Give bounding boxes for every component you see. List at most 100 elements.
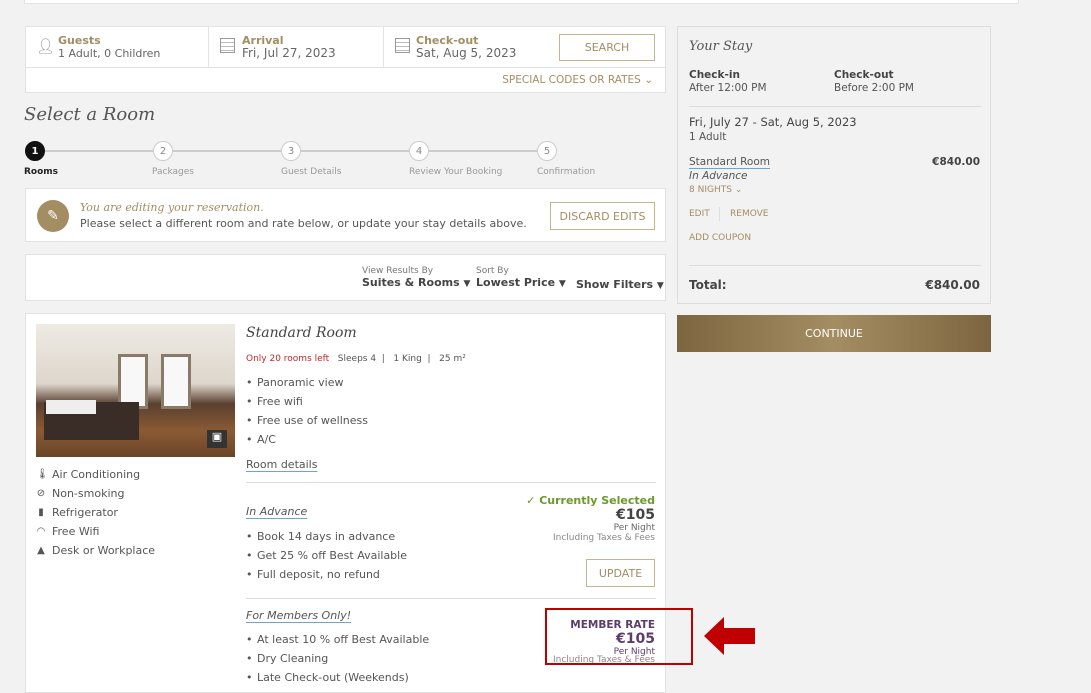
sort-by-value: Lowest Price [476, 276, 556, 289]
incl-taxes: Including Taxes & Fees [553, 655, 655, 665]
checkout-label: Check-out [416, 34, 479, 47]
amenity-item: 🌡︎ Air Conditioning [36, 465, 155, 484]
feature-item: Panoramic view [246, 373, 368, 392]
room-meta: Only 20 rooms left Sleeps 4 | 1 King | 2… [246, 354, 466, 364]
nights-toggle[interactable]: 8 NIGHTS ⌄ [689, 185, 742, 195]
remove-link[interactable]: REMOVE [730, 209, 769, 219]
checkin-value: After 12:00 PM [689, 82, 767, 94]
rate-features: At least 10 % off Best Available Dry Cle… [246, 630, 429, 687]
amenity-item: ▮ Refrigerator [36, 503, 155, 522]
rate-feature-item: Full deposit, no refund [246, 565, 407, 584]
per-night: Per Night [613, 647, 655, 657]
step-label-guest-details: Guest Details [281, 167, 342, 177]
show-filters-dropdown[interactable]: Show Filters ▼ [576, 278, 664, 291]
update-button[interactable]: UPDATE [586, 559, 655, 587]
room-features: Panoramic view Free wifi Free use of wel… [246, 373, 368, 449]
search-button[interactable]: SEARCH [559, 34, 655, 61]
stay-dates: Fri, July 27 - Sat, Aug 5, 2023 [689, 115, 857, 129]
rate-name-in-advance[interactable]: In Advance [246, 505, 308, 518]
step-label-rooms: Rooms [24, 167, 59, 177]
step-label-confirmation: Confirmation [537, 167, 596, 177]
member-rate-price: €105 [616, 631, 655, 647]
rate-feature-item: Book 14 days in advance [246, 527, 407, 546]
room-card: ▣ 🌡︎ Air Conditioning ⊘ Non-smoking ▮ Refri… [25, 313, 666, 693]
edit-link[interactable]: EDIT [689, 209, 710, 219]
divider [246, 598, 656, 599]
stay-room-link[interactable]: Standard Room [689, 156, 771, 168]
room-photo[interactable]: ▣ [36, 324, 235, 457]
nights-label: 8 NIGHTS [689, 185, 732, 195]
divider [689, 265, 981, 266]
rate-feature-item: Late Check-out (Weekends) [246, 668, 429, 687]
calendar-icon [395, 38, 410, 53]
caret-down-icon: ▼ [558, 279, 566, 289]
amenity-label: Free Wifi [52, 525, 100, 538]
divider [246, 482, 656, 483]
sort-by-dropdown[interactable]: Sort By Lowest Price ▼ [476, 266, 566, 289]
highlight-box [545, 608, 693, 665]
step-3: 3 [281, 141, 301, 161]
feature-item: A/C [246, 430, 368, 449]
currently-selected-label: Currently Selected [539, 494, 655, 507]
checkout-field[interactable]: Check-out Sat, Aug 5, 2023 [384, 27, 554, 67]
feature-item: Free use of wellness [246, 411, 368, 430]
divider [689, 106, 981, 107]
your-stay-panel: Your Stay Check-in After 12:00 PM Check-… [677, 26, 991, 304]
rate-feature-item: Dry Cleaning [246, 649, 429, 668]
desk-lamp-icon: ▲ [37, 545, 45, 556]
divider [26, 67, 665, 68]
divider [719, 207, 720, 221]
edit-notice-text: Please select a different room and rate … [80, 217, 527, 230]
caret-down-icon: ▼ [656, 281, 664, 291]
rate-name-members[interactable]: For Members Only! [246, 609, 352, 622]
checkout-value: Sat, Aug 5, 2023 [416, 46, 517, 60]
size-text: 25 m² [439, 354, 466, 364]
view-results-dropdown[interactable]: View Results By Suites & Rooms ▼ [362, 266, 470, 289]
checkout-label: Check-out [834, 69, 894, 81]
edit-notice: ✎ You are editing your reservation. Plea… [25, 188, 666, 242]
amenities-list: 🌡︎ Air Conditioning ⊘ Non-smoking ▮ Refrige… [36, 465, 155, 560]
step-4: 4 [409, 141, 429, 161]
arrival-field[interactable]: Arrival Fri, Jul 27, 2023 [209, 27, 384, 67]
step-5: 5 [537, 141, 557, 161]
arrival-value: Fri, Jul 27, 2023 [242, 46, 336, 60]
per-night: Per Night [613, 523, 655, 533]
person-icon: 👤︎ [36, 37, 56, 55]
step-2: 2 [153, 141, 173, 161]
page-title: Select a Room [24, 104, 156, 125]
room-details-link[interactable]: Room details [246, 458, 318, 471]
continue-button[interactable]: CONTINUE [677, 315, 991, 352]
show-filters-label: Show Filters [576, 278, 654, 291]
checkin-label: Check-in [689, 69, 740, 81]
stay-room-price: €840.00 [932, 156, 980, 168]
chevron-down-icon: ⌄ [734, 185, 743, 195]
amenity-label: Air Conditioning [52, 468, 141, 481]
add-coupon-link[interactable]: ADD COUPON [689, 233, 752, 243]
guests-field[interactable]: 👤︎ Guests 1 Adult, 0 Children [26, 27, 209, 67]
filter-bar: View Results By Suites & Rooms ▼ Sort By… [25, 254, 666, 301]
view-results-value: Suites & Rooms [362, 276, 460, 289]
incl-taxes: Including Taxes & Fees [553, 533, 655, 543]
feature-item: Free wifi [246, 392, 368, 411]
top-bar [24, 0, 1019, 4]
amenity-label: Non-smoking [52, 487, 125, 500]
amenity-item: ▲ Desk or Workplace [36, 541, 155, 560]
rate-feature-item: At least 10 % off Best Available [246, 630, 429, 649]
step-1: 1 [25, 141, 45, 161]
total-label: Total: [689, 278, 727, 292]
rate-price-block: ✓ Currently Selected €105 Per Night Incl… [526, 494, 655, 543]
edit-document-icon: ✎ [37, 200, 69, 232]
view-results-label: View Results By [362, 266, 434, 276]
gallery-icon[interactable]: ▣ [207, 430, 227, 448]
your-stay-title: Your Stay [689, 39, 753, 54]
no-smoking-icon: ⊘ [36, 488, 46, 499]
amenity-item: ◠ Free Wifi [36, 522, 155, 541]
discard-edits-button[interactable]: DISCARD EDITS [550, 202, 655, 230]
stay-guests: 1 Adult [689, 131, 727, 143]
special-codes-toggle[interactable]: SPECIAL CODES OR RATES ⌄ [502, 74, 653, 86]
calendar-icon [220, 38, 235, 53]
checkout-value: Before 2:00 PM [834, 82, 914, 94]
rate-features: Book 14 days in advance Get 25 % off Bes… [246, 527, 407, 584]
rate-price: €105 [616, 507, 655, 523]
caret-down-icon: ▼ [463, 279, 471, 289]
